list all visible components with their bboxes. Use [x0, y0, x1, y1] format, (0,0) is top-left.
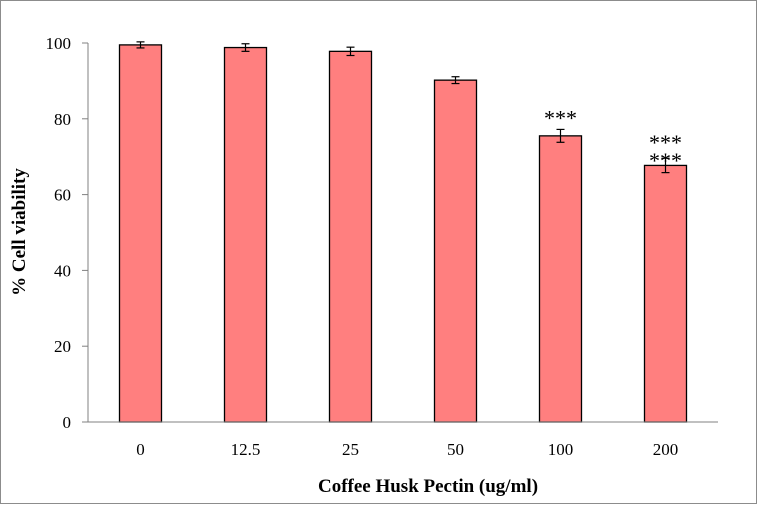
- y-tick-label: 100: [46, 34, 72, 53]
- bar: [328, 50, 373, 423]
- significance-annotation: ***: [649, 148, 682, 173]
- y-axis-ticks: 0 20 40 60 80 100: [46, 34, 88, 432]
- bar: [538, 135, 583, 423]
- y-tick-label: 60: [54, 186, 71, 205]
- bar: [643, 164, 688, 423]
- x-axis-title: Coffee Husk Pectin (ug/ml): [318, 476, 538, 497]
- bar: [118, 44, 163, 423]
- x-axis-ticks: 0 12.5 25 50 100 200: [136, 440, 678, 459]
- bar: [433, 79, 478, 423]
- x-tick-label: 25: [342, 440, 359, 459]
- x-tick-label: 12.5: [231, 440, 261, 459]
- y-tick-label: 20: [54, 337, 71, 356]
- chart-marks: *********: [118, 41, 688, 423]
- x-tick-label: 100: [548, 440, 574, 459]
- bar: [223, 46, 268, 423]
- y-tick-label: 40: [54, 261, 71, 280]
- x-tick-label: 200: [653, 440, 679, 459]
- y-axis-title: % Cell viability: [9, 168, 30, 296]
- significance-annotation: ***: [649, 130, 682, 155]
- y-tick-label: 80: [54, 110, 71, 129]
- significance-annotation: ***: [544, 105, 577, 130]
- x-tick-label: 0: [136, 440, 145, 459]
- y-tick-label: 0: [63, 413, 72, 432]
- x-tick-label: 50: [447, 440, 464, 459]
